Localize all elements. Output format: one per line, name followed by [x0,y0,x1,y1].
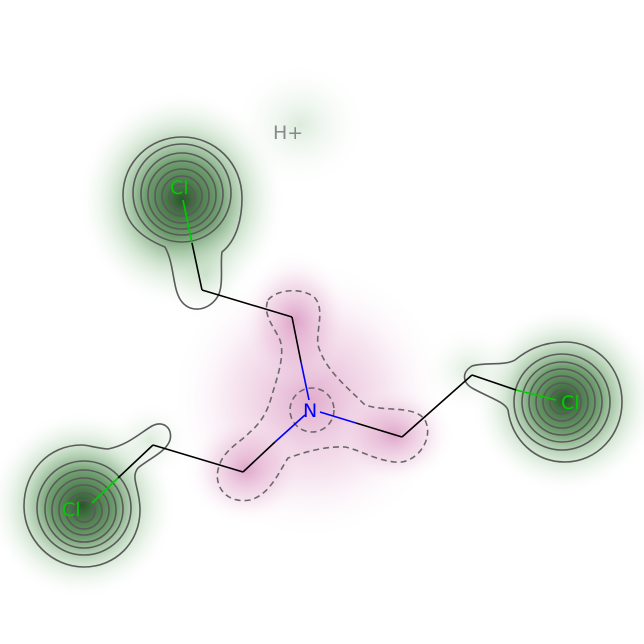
contour-cl-right-4 [535,375,589,429]
charge-label: H+ [273,122,303,144]
atom-label-cl-right: Cl [561,392,580,414]
bond-c-c-right [401,374,473,438]
bond-c-cl2-green [91,477,119,504]
contour-cl-bl-3 [51,477,117,543]
bond-c-c-top-a [191,242,203,291]
contour-cl-right-outer [463,341,623,463]
bond-n-c-left-blue [274,414,306,443]
contour-cl-bl-6 [72,499,96,523]
atom-label-n: N [303,400,317,422]
contour-nitrogen-outer [216,289,429,502]
contour-cl-right-5 [542,382,582,422]
contour-cl-right-2 [521,361,603,443]
contour-cl-bl-4 [58,484,110,536]
bond-n-c-right-black [355,422,403,438]
atom-label-cl-top: Cl [170,177,189,199]
contour-cl-top-2 [140,152,224,236]
contour-cl-bottom-left-outer [23,423,172,568]
bond-c-cl3-black [471,374,517,391]
contour-cl-top-3 [147,160,217,230]
contour-cl-bl-5 [65,492,103,530]
bond-c-c-top-b [201,289,293,318]
bond-n-c-left-black [242,441,276,473]
bond-c-cl3-green [515,389,557,401]
atom-label-cl-bottom-left: Cl [62,499,81,521]
bond-cl1-c [182,199,193,244]
contour-cl-bl-2 [44,469,124,549]
positive-contours [23,136,623,568]
contour-cl-bl-1 [36,460,132,556]
negative-contours [216,289,429,502]
contour-cl-top-outer [122,136,243,310]
contour-cl-top-4 [154,168,210,224]
contour-cl-right-1 [513,353,611,451]
bond-c-c-left [152,444,244,473]
bonds [91,199,557,504]
glow-negative-arm-top [240,250,350,390]
bond-c-n-top-blue [300,361,310,401]
contour-cl-right-6 [549,389,575,415]
contour-cl-top-6 [168,183,196,211]
bond-n-c-right-blue [319,411,357,424]
contour-cl-top-5 [161,175,203,217]
contour-cl-top-1 [132,143,232,243]
bond-c-n-top-black [291,316,302,363]
density-glow-layer [0,60,644,600]
bond-c-cl2-black [117,444,154,479]
contour-cl-right-3 [528,368,596,436]
atom-labels: Cl Cl Cl N H+ [62,122,580,521]
contour-nitrogen-inner [289,387,335,433]
